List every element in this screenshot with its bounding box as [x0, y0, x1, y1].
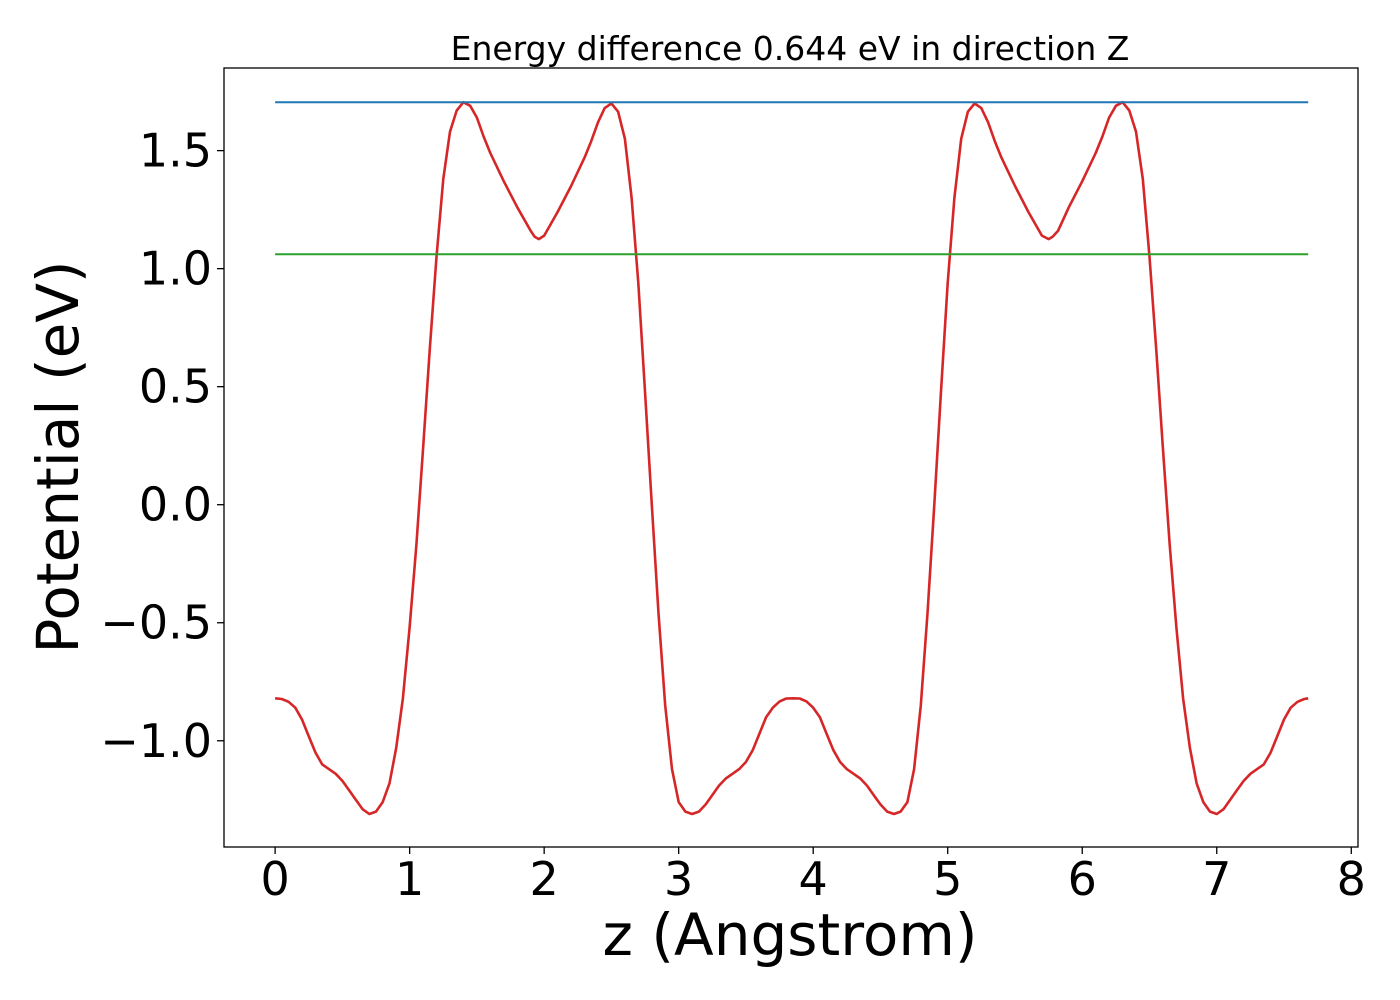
x-axis-ticks: 0 1 2 3 4 5 6 7 8 — [260, 847, 1366, 906]
series-line-0 — [274, 100, 1309, 816]
x-tick-label: 1 — [395, 852, 424, 906]
x-tick-label: 6 — [1068, 852, 1097, 906]
series-layer — [274, 100, 1309, 816]
chart-title: Energy difference 0.644 eV in direction … — [451, 29, 1130, 68]
x-tick-label: 4 — [799, 852, 828, 906]
y-tick-label: 0.0 — [139, 478, 212, 532]
y-tick-label: 1.5 — [139, 124, 212, 178]
x-tick-label: 3 — [664, 852, 693, 906]
y-axis-label: Potential (eV) — [24, 260, 92, 653]
x-tick-label: 8 — [1337, 852, 1366, 906]
axes-frame — [223, 67, 1359, 848]
x-tick-label: 7 — [1202, 852, 1231, 906]
x-tick-label: 0 — [260, 852, 289, 906]
y-tick-label: −0.5 — [100, 596, 212, 650]
y-tick-label: 0.5 — [139, 360, 212, 414]
x-tick-label: 5 — [933, 852, 962, 906]
x-axis-label: z (Angstrom) — [603, 901, 978, 969]
y-axis-ticks: −1.0 −0.5 0.0 0.5 1.0 1.5 — [100, 124, 224, 768]
y-tick-label: 1.0 — [139, 242, 212, 296]
x-tick-label: 2 — [530, 852, 559, 906]
y-tick-label: −1.0 — [100, 714, 212, 768]
